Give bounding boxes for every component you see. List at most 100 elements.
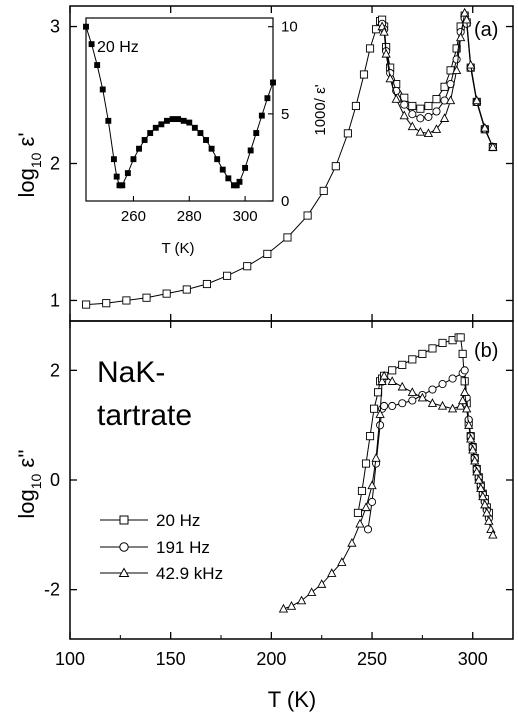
panel-b-series-1-point — [380, 401, 389, 411]
panel-a-series-2-point — [423, 128, 434, 138]
panel-b-series-0-point — [438, 338, 447, 347]
panel-a-series-2-point — [381, 48, 391, 58]
panel-a-series-0-point — [416, 104, 425, 113]
y-tick-label: 3 — [50, 17, 60, 37]
panel-b-series-2-point — [387, 376, 397, 385]
panel-a-series-0-point — [263, 249, 272, 258]
panel-a-series-2-point — [460, 7, 470, 17]
panel-b-series-2-point — [379, 370, 389, 380]
panel-b-series-0-point — [408, 355, 417, 364]
inset-x-tick-label: 260 — [121, 208, 146, 225]
panel-b-series-0-point — [428, 344, 437, 353]
inset-series-0-point — [110, 156, 117, 163]
panel-a-series-0-point — [142, 293, 151, 302]
panel-b-series-2-point — [361, 502, 371, 512]
panel-b-series-1-point — [363, 525, 373, 534]
panel-b-series-2-point — [306, 587, 317, 597]
panel-b-series-2-point — [417, 392, 428, 402]
panel-b-series-2-point — [455, 400, 466, 410]
panel-a-series-1-point — [408, 110, 417, 119]
panel-b-series-1-point — [376, 421, 385, 430]
panel-b-series-2-point — [317, 579, 327, 588]
panel-a-series-0-point — [223, 271, 232, 280]
panel-b-series-2-point — [347, 537, 357, 547]
legend-label-20hz: 20 Hz — [156, 511, 200, 530]
inset-y-tick-label: 10 — [281, 19, 298, 36]
panel-a-series-2-point — [439, 113, 450, 122]
panel-a-series-0-point — [343, 129, 352, 138]
panel-a-series-2-point — [445, 95, 456, 105]
panel-b-series-2-point — [377, 376, 387, 385]
panel-b-series-2-point — [478, 491, 488, 501]
panel-a-series-2-point — [455, 32, 466, 42]
panel-a-series-0-point — [351, 101, 360, 111]
inset-series-0-point — [99, 86, 106, 93]
x-tick-label: 250 — [357, 649, 387, 669]
panel-b-series-2-point — [470, 455, 480, 465]
inset-series-0-point — [197, 130, 204, 136]
panel-b-series-0-point — [374, 388, 383, 397]
panel-a-series-0-point — [303, 211, 312, 220]
panel-b-series-2-point — [464, 420, 474, 429]
legend-label-42-9khz: 42.9 kHz — [156, 564, 223, 583]
panel-b-series-2-point — [427, 398, 438, 407]
inset-series-0-point — [208, 145, 215, 152]
inset-series-0-point — [270, 79, 276, 86]
inset-frequency-label: 20 Hz — [97, 39, 139, 56]
inset-series-0-point — [264, 95, 271, 102]
panel-b-series-0-point — [353, 508, 363, 517]
panel-b-series-2-point — [371, 453, 381, 462]
panel-b-series-2-point — [447, 403, 458, 413]
panel-a-series-2-point — [451, 65, 462, 75]
panel-a-series-1-point — [416, 114, 425, 123]
panel-b-series-2-point — [484, 516, 494, 525]
panel-b-series-0-point — [365, 432, 375, 441]
panel-a-series-2-point — [431, 124, 442, 133]
panel-b-series-0-point — [370, 404, 379, 413]
panel-a-series-2-point — [399, 110, 409, 120]
x-tick-label: 100 — [55, 649, 85, 669]
inset-x-axis-title: T (K) — [161, 240, 194, 257]
inset-x-tick-label: 280 — [177, 208, 202, 225]
panel-b-series-2-point — [476, 483, 486, 492]
legend-circle-marker — [119, 542, 129, 552]
inset-series-0-point — [94, 62, 101, 69]
y-tick-label: 2 — [50, 154, 60, 174]
panel-b-series-1-point — [438, 380, 447, 389]
panel-a-label: (a) — [474, 19, 498, 41]
inset-series-0-point — [258, 112, 265, 119]
panel-a-series-2-point — [407, 121, 417, 131]
panel-a-series-1-point — [432, 107, 441, 116]
panel-a-series-0-point — [202, 279, 211, 289]
panel-a-series-2-point — [488, 142, 498, 151]
y-tick-label: 0 — [50, 470, 60, 490]
panel-a-series-0-point — [408, 101, 417, 111]
x-tick-label: 200 — [256, 649, 286, 669]
ticks-layer: 100 150 200 250 300 1 2 3 -2 0 2 260 280 300 0 5 10 — [44, 6, 513, 669]
inset-frame — [85, 17, 274, 202]
panel-b-series-2-point — [482, 507, 492, 517]
panel-b-series-1-point — [398, 399, 407, 408]
inset-series-0-point — [169, 116, 176, 123]
inset-series-0-point — [180, 117, 187, 124]
panel-a-series-2-point — [462, 14, 472, 24]
inset-series-0-point — [158, 121, 165, 128]
material-label-line1: NaK- — [97, 356, 165, 389]
panel-b-series-2-point — [407, 387, 417, 396]
inset-series-0-point — [152, 124, 159, 131]
panel-b-series-0-point — [456, 333, 465, 342]
legend: 20 Hz 191 Hz 42.9 kHz — [100, 511, 223, 583]
inset-series-0-point — [191, 124, 198, 131]
panel-a-series-0-point — [182, 285, 191, 294]
panel-b-series-2-point — [278, 603, 289, 613]
panel-b-series-2-point — [474, 474, 484, 484]
inset-series-0-point — [247, 147, 254, 154]
panel-b-series-0-point — [361, 459, 371, 468]
panel-b-series-1-point — [428, 385, 437, 394]
panel-b-series-2-point — [337, 557, 347, 566]
inset-series-0-point — [225, 175, 232, 182]
panel-b-series-2-point — [437, 400, 448, 410]
panel-b-series-2-line — [283, 375, 494, 610]
panel-b-series-2-point — [488, 529, 498, 539]
